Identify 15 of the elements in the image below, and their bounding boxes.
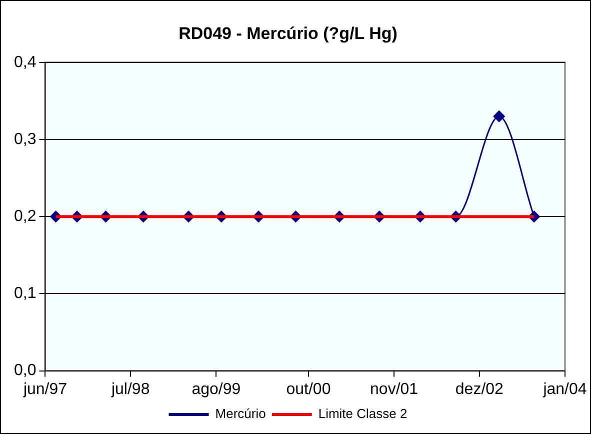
legend-label: Mercúrio — [215, 406, 266, 422]
chart-title: RD049 - Mercúrio (?g/L Hg) — [178, 24, 398, 43]
y-tick-label: 0,0 — [14, 362, 36, 380]
legend-label: Limite Classe 2 — [318, 406, 408, 422]
x-tick-label: jun/97 — [22, 380, 68, 398]
x-tick-label: nov/01 — [370, 380, 418, 398]
y-tick-label: 0,3 — [14, 130, 36, 148]
x-tick-label: ago/99 — [192, 380, 241, 398]
y-tick-label: 0,2 — [14, 208, 36, 226]
x-tick-label: dez/02 — [455, 380, 504, 398]
x-tick-label: jul/98 — [110, 380, 150, 398]
y-tick-label: 0,4 — [14, 54, 36, 71]
x-tick-label: out/00 — [286, 380, 331, 398]
x-tick-label: jan/04 — [542, 380, 587, 398]
y-tick-label: 0,1 — [14, 285, 36, 302]
